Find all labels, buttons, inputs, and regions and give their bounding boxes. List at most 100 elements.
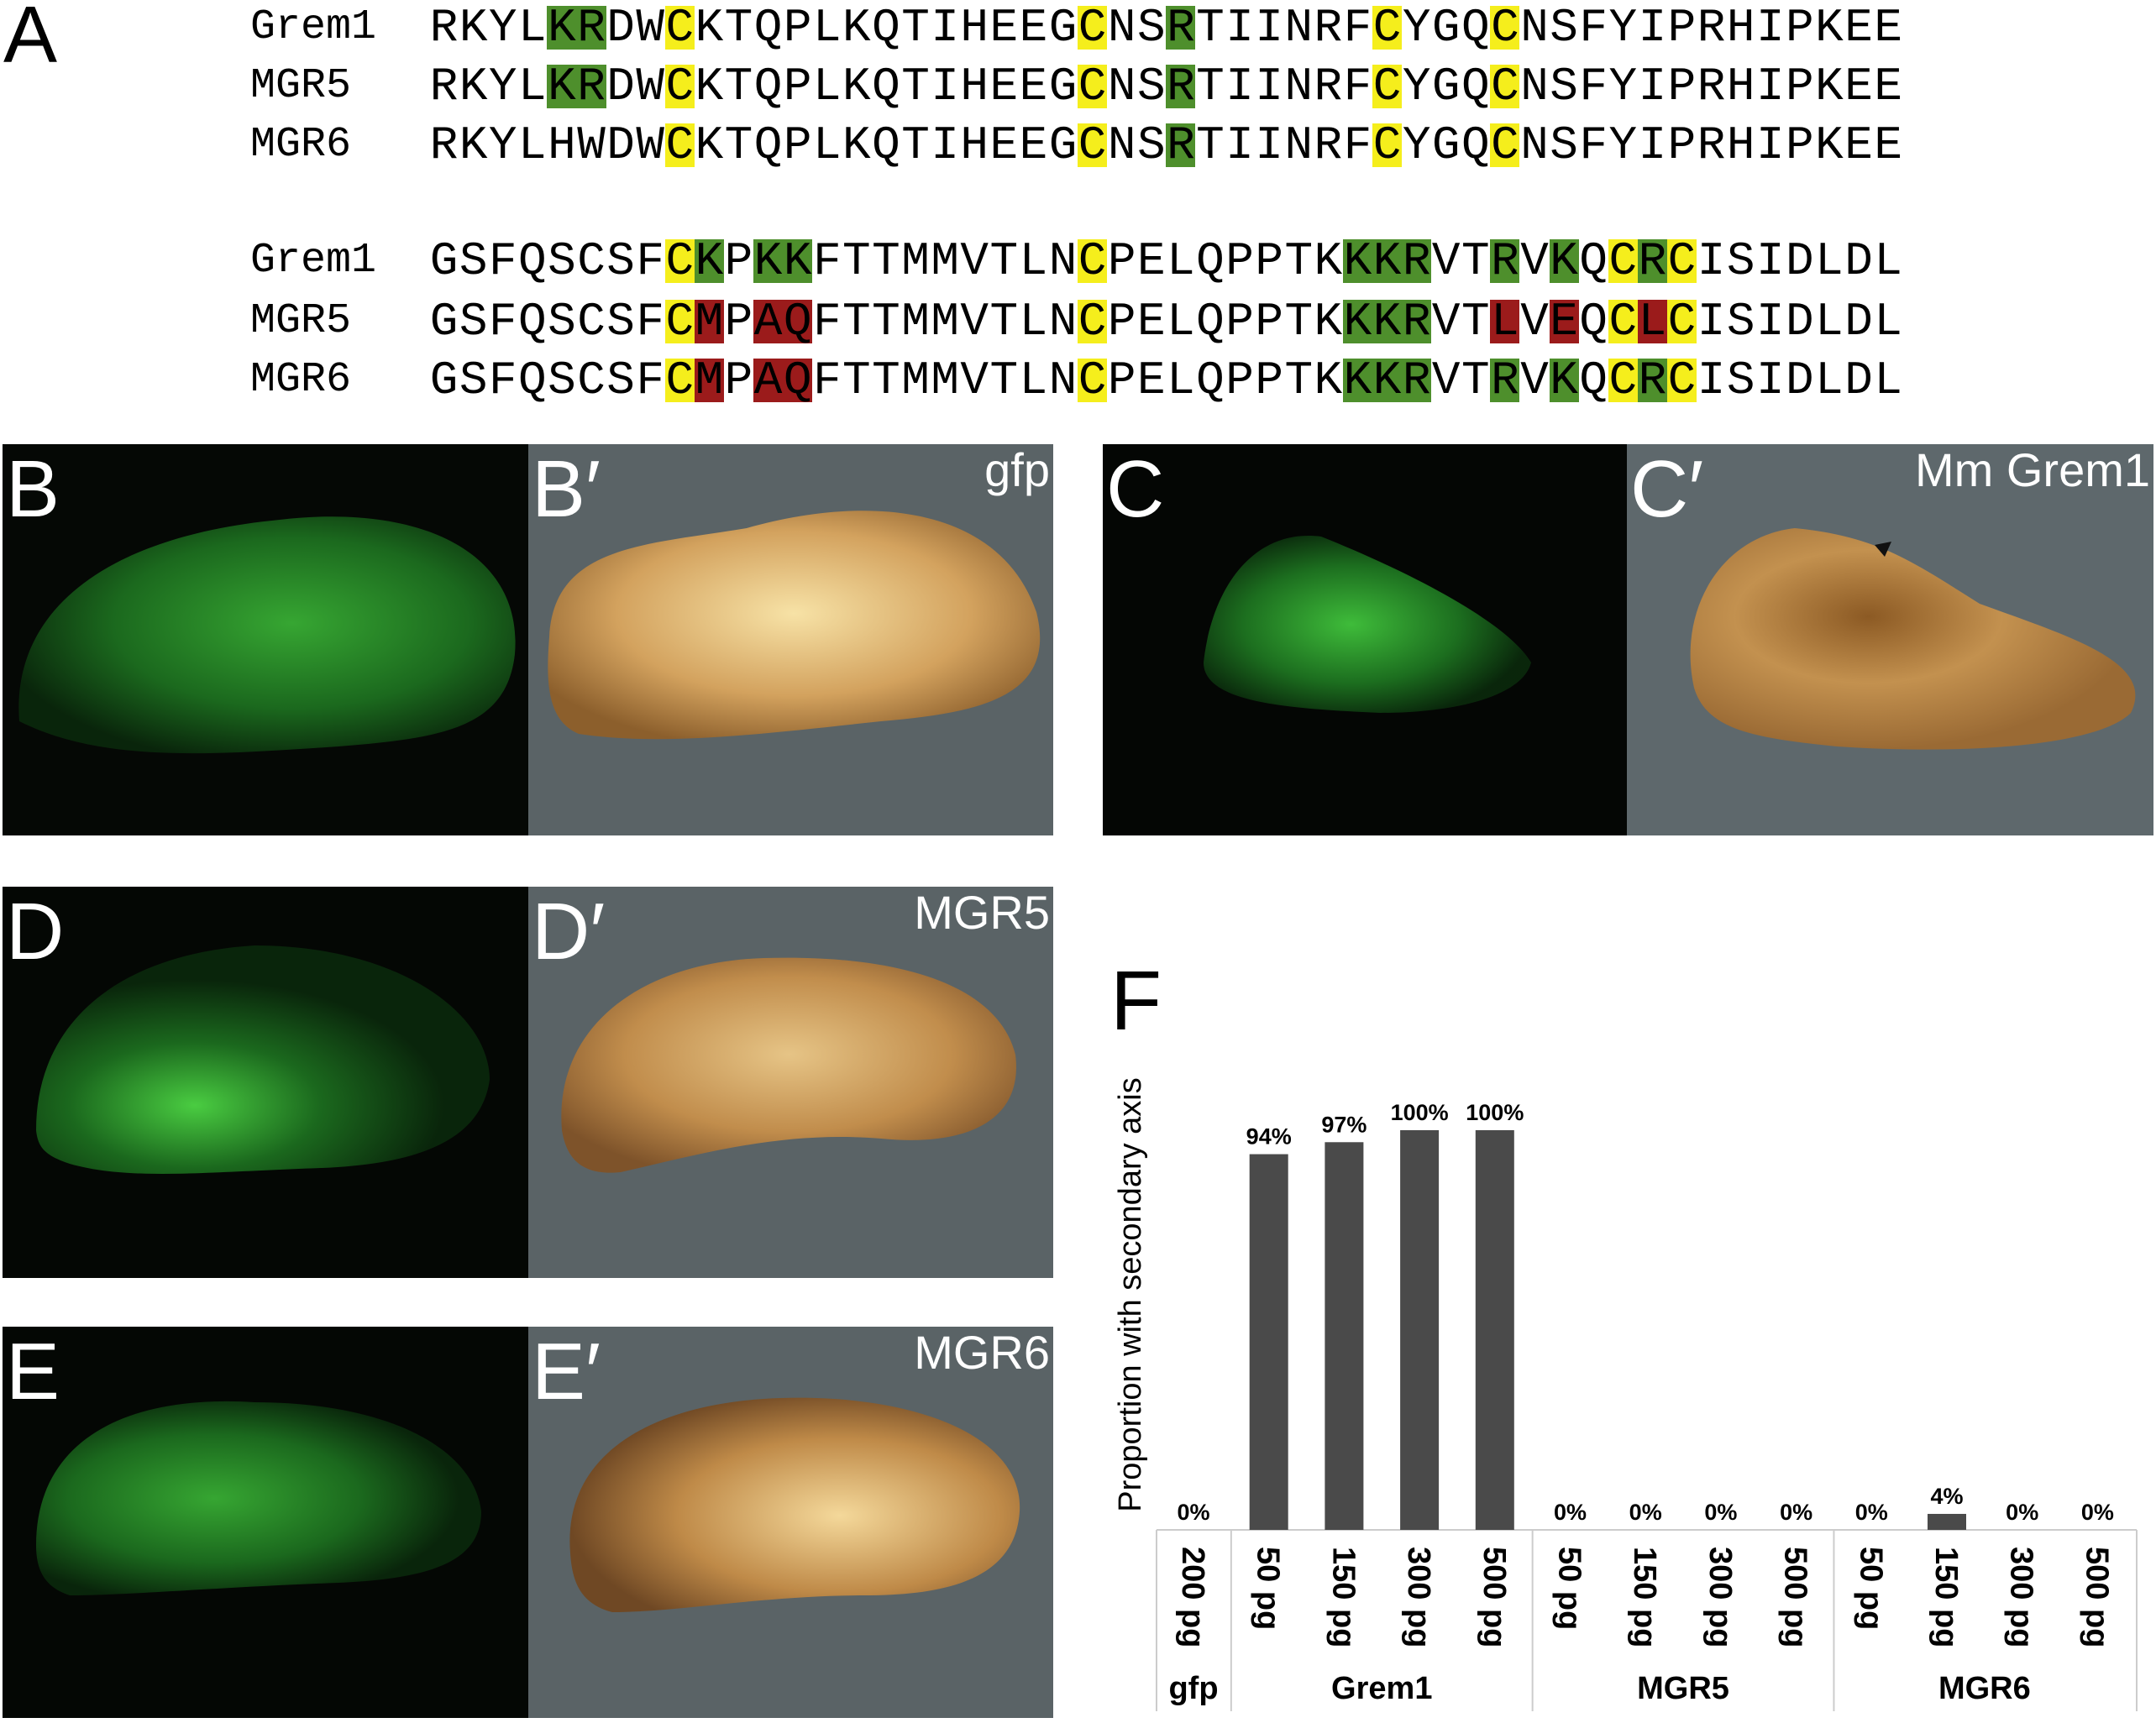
- residue: E: [1019, 118, 1048, 172]
- residue: D: [1844, 354, 1873, 407]
- residue: S: [1136, 118, 1166, 172]
- residue: S: [1136, 1, 1166, 55]
- residue: C: [1078, 1, 1108, 55]
- residue: T: [1196, 60, 1225, 113]
- residue: I: [1255, 60, 1283, 113]
- residue: C: [1078, 234, 1108, 288]
- residue: F: [812, 234, 842, 288]
- residue: C: [1372, 60, 1403, 113]
- residue: C: [1490, 60, 1520, 113]
- residue: G: [1431, 60, 1461, 113]
- residue: N: [1048, 234, 1078, 288]
- residue: S: [606, 354, 635, 407]
- residue: N: [1107, 118, 1136, 172]
- residue: R: [1314, 60, 1343, 113]
- residue: T: [842, 354, 871, 407]
- residue: K: [842, 60, 871, 113]
- residue: W: [577, 118, 606, 172]
- residue: K: [695, 118, 724, 172]
- group-label: MGR6: [1938, 1671, 2031, 1706]
- residue: C: [1078, 118, 1108, 172]
- residue: K: [1549, 234, 1579, 288]
- residue: R: [429, 118, 459, 172]
- residue: D: [1786, 354, 1814, 407]
- residue: I: [1225, 118, 1254, 172]
- photo-c-prime-brightfield: C′ Mm Grem1: [1627, 444, 2153, 835]
- residue: T: [872, 234, 900, 288]
- residue: S: [548, 354, 576, 407]
- x-tick-label: 300 pg: [2004, 1547, 2039, 1647]
- residue: D: [606, 118, 635, 172]
- residue: P: [1786, 1, 1814, 55]
- residue: L: [1490, 295, 1520, 348]
- residue: T: [872, 354, 900, 407]
- residue: I: [1755, 234, 1785, 288]
- residue: K: [1815, 118, 1844, 172]
- residue: L: [1637, 295, 1667, 348]
- residue: T: [901, 1, 930, 55]
- y-axis-label: Proportion with secondary axis: [1113, 1077, 1148, 1511]
- residue: N: [1520, 1, 1549, 55]
- sequence-residues: GSFQSCSFCMPAQFTTMMVTLNCPELQPPTKKKRVTLVEQ…: [429, 295, 1903, 348]
- residue: D: [1786, 295, 1814, 348]
- residue: S: [606, 234, 635, 288]
- residue: I: [1755, 1, 1785, 55]
- residue: I: [1697, 354, 1726, 407]
- residue: C: [664, 354, 695, 407]
- residue: C: [1078, 60, 1108, 113]
- residue: I: [1638, 60, 1667, 113]
- residue: S: [459, 295, 488, 348]
- residue: P: [783, 60, 812, 113]
- residue: A: [753, 295, 784, 348]
- residue: K: [459, 118, 488, 172]
- residue: M: [901, 295, 930, 348]
- residue: V: [1520, 234, 1549, 288]
- residue: C: [577, 295, 606, 348]
- residue: Q: [518, 234, 547, 288]
- residue: V: [1431, 295, 1461, 348]
- residue: I: [1225, 60, 1254, 113]
- bar: [1400, 1130, 1440, 1530]
- residue: P: [1255, 354, 1283, 407]
- residue: R: [1402, 354, 1432, 407]
- bar: [1249, 1154, 1288, 1530]
- residue: P: [1225, 234, 1254, 288]
- residue: I: [1255, 1, 1283, 55]
- residue: P: [724, 295, 753, 348]
- residue: H: [548, 118, 576, 172]
- residue: N: [1107, 60, 1136, 113]
- residue: P: [1667, 60, 1697, 113]
- panel-a-label: A: [3, 0, 58, 80]
- residue: K: [547, 60, 577, 113]
- residue: C: [664, 60, 695, 113]
- residue: E: [1874, 118, 1902, 172]
- residue: C: [664, 234, 695, 288]
- residue: D: [1786, 234, 1814, 288]
- residue: H: [960, 118, 989, 172]
- bar: [1475, 1130, 1514, 1530]
- residue: F: [488, 354, 517, 407]
- residue: F: [488, 234, 517, 288]
- residue: P: [1667, 1, 1697, 55]
- residue: H: [1726, 118, 1755, 172]
- residue: T: [901, 60, 930, 113]
- residue: E: [1019, 1, 1048, 55]
- residue: S: [1550, 118, 1578, 172]
- residue: S: [1136, 60, 1166, 113]
- residue: S: [459, 354, 488, 407]
- residue: N: [1520, 118, 1549, 172]
- sequence-name: MGR5: [250, 297, 352, 345]
- residue: Y: [1608, 1, 1638, 55]
- residue: N: [1284, 60, 1314, 113]
- residue: H: [960, 60, 989, 113]
- residue: Y: [488, 1, 517, 55]
- residue: Y: [1608, 118, 1638, 172]
- residue: F: [636, 234, 664, 288]
- residue: P: [1107, 295, 1136, 348]
- residue: H: [1726, 60, 1755, 113]
- panel-c-prime-tag: Mm Grem1: [1915, 444, 2150, 496]
- residue: V: [1431, 354, 1461, 407]
- residue: Q: [1461, 60, 1490, 113]
- sequence-name: Grem1: [250, 3, 377, 51]
- residue: C: [1608, 234, 1638, 288]
